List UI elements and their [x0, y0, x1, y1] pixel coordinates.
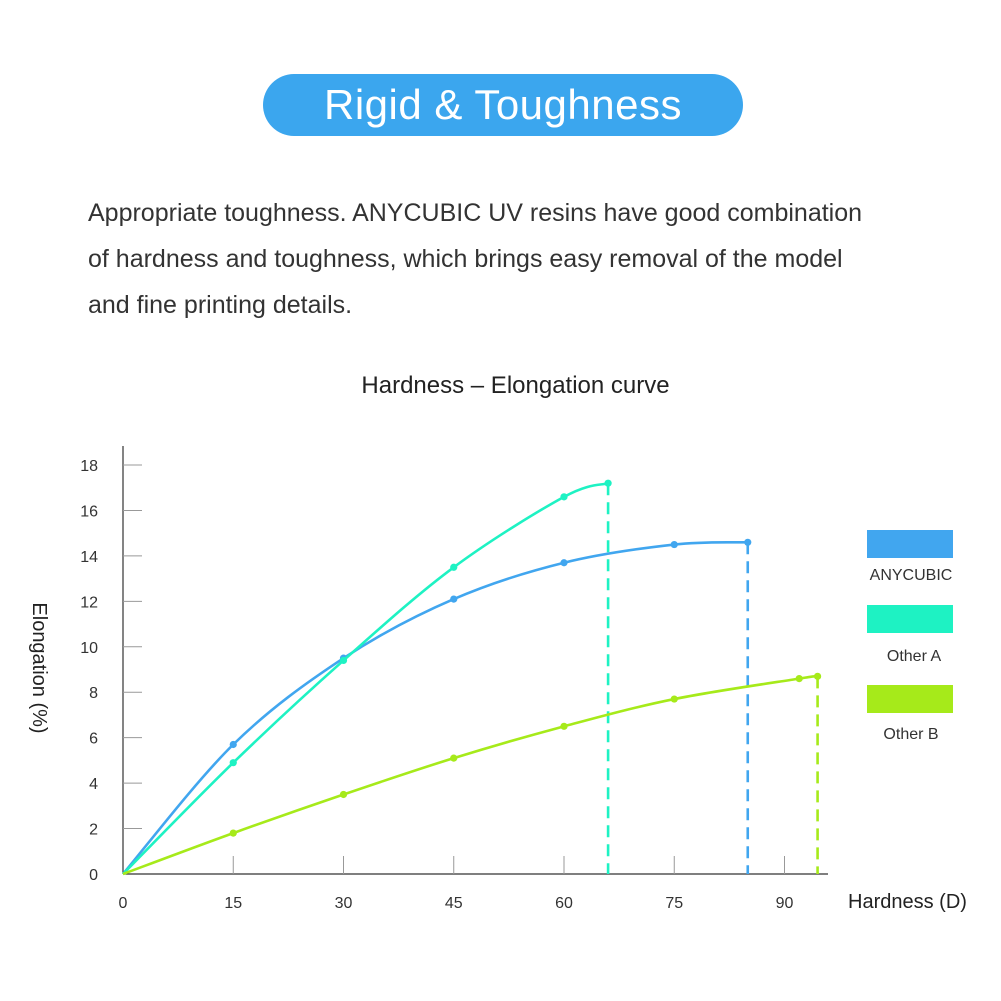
x-axis-label: Hardness (D)	[848, 891, 967, 913]
section-title: Rigid & Toughness	[324, 81, 682, 128]
description-line: and fine printing details.	[88, 291, 353, 319]
data-point-other-b	[229, 829, 237, 837]
description: Appropriate toughness. ANYCUBIC UV resin…	[88, 190, 928, 328]
y-tick-label: 10	[80, 640, 98, 657]
y-tick-label: 12	[80, 594, 98, 611]
legend-swatch-anycubic	[867, 530, 953, 558]
legend-swatch-other-a	[867, 605, 953, 633]
y-tick-label: 6	[89, 731, 98, 748]
legend-swatch-other-b	[867, 685, 953, 713]
y-tick-label: 4	[89, 776, 98, 793]
legend-label-other-a: Other A	[887, 648, 942, 665]
series-line-other-a	[122, 481, 609, 875]
section-title-badge: Rigid & Toughness	[263, 74, 743, 136]
data-point-other-a	[450, 563, 458, 571]
y-tick-label: 0	[89, 867, 98, 884]
x-tick-label: 60	[555, 895, 573, 912]
data-point-anycubic	[560, 559, 568, 567]
data-point-other-b	[339, 790, 348, 799]
x-tick-label: 75	[665, 895, 683, 912]
data-point-other-b	[450, 754, 458, 762]
x-tick-label: 90	[776, 895, 794, 912]
data-point-other-a	[339, 656, 348, 665]
description-line: of hardness and toughness, which brings …	[88, 245, 843, 273]
y-tick-label: 8	[89, 685, 98, 702]
series-line-anycubic	[122, 540, 748, 875]
data-point-other-a	[560, 493, 568, 501]
data-point-other-b	[795, 675, 803, 683]
y-tick-label: 14	[80, 549, 98, 566]
data-point-anycubic	[229, 740, 237, 749]
x-tick-label: 0	[119, 895, 128, 912]
data-point-other-b	[560, 722, 568, 730]
chart-title: Hardness – Elongation curve	[361, 372, 670, 399]
y-tick-label: 2	[89, 822, 98, 839]
data-point-anycubic	[450, 595, 458, 603]
data-point-anycubic	[744, 538, 752, 546]
data-point-other-a	[229, 759, 237, 767]
description-line: Appropriate toughness. ANYCUBIC UV resin…	[88, 199, 863, 227]
legend-label-anycubic: ANYCUBIC	[870, 567, 953, 584]
data-point-other-b	[813, 672, 822, 680]
data-point-other-b	[670, 695, 678, 703]
x-tick-label: 30	[335, 895, 353, 912]
y-axis-label: Elongation (%)	[28, 602, 50, 733]
x-tick-label: 15	[224, 895, 242, 912]
series-line-other-b	[122, 674, 819, 876]
data-point-anycubic	[670, 540, 678, 549]
data-point-other-a	[604, 479, 612, 487]
y-tick-label: 18	[80, 458, 98, 475]
legend-label-other-b: Other B	[883, 726, 938, 743]
x-tick-label: 45	[445, 895, 463, 912]
y-tick-label: 16	[80, 503, 98, 520]
